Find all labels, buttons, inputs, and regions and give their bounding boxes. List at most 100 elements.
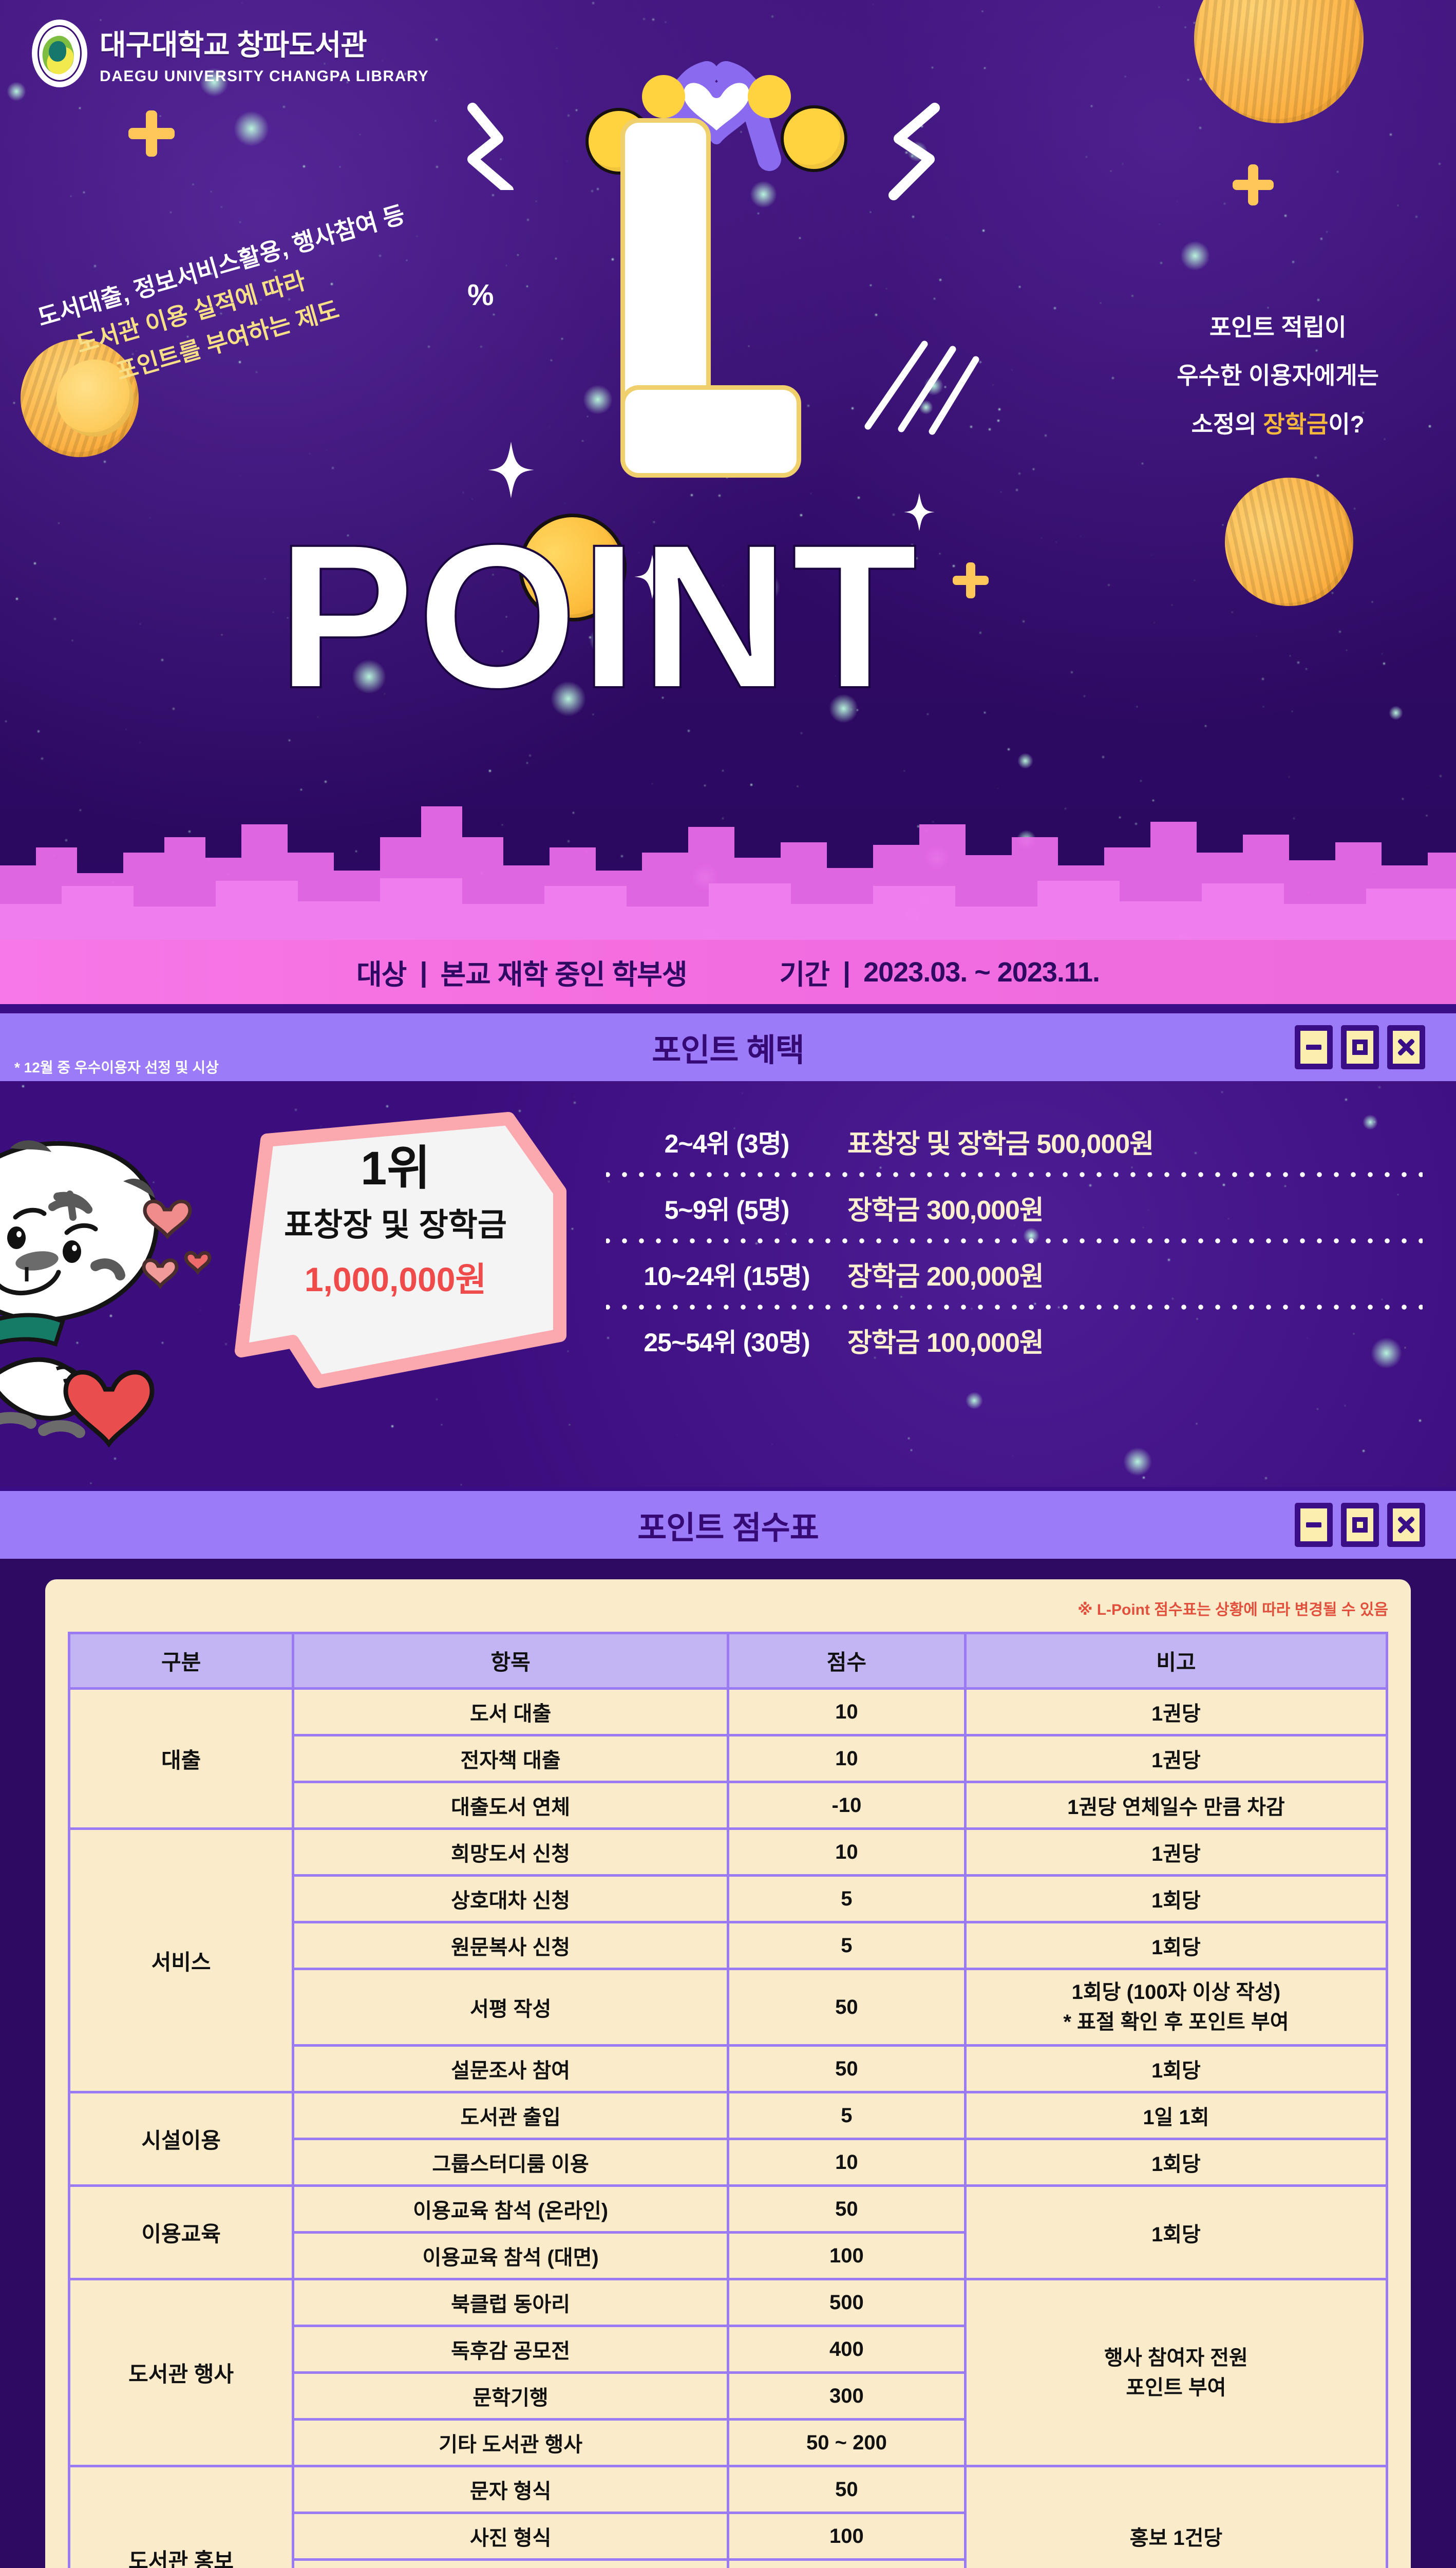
benefits-section: 1위 표창장 및 장학금 1,000,000원 2~4위 (3명) 표창장 및 장… (0, 1081, 1456, 1487)
score-table-body: 대출 도서 대출 10 1권당 전자책 대출 10 1권당 대출도서 연체 -10 1권당 연체일… (69, 1689, 1387, 2568)
score-card: ※ L-Point 점수표는 상황에 따라 변경될 수 있음 구분 항목 점수 비고 … (45, 1579, 1411, 2568)
score-value-cell: 50 (728, 1969, 965, 2046)
score-item-cell: 도서관 출입 (293, 2092, 728, 2139)
scholarship-highlight: 장학금 (1263, 411, 1328, 438)
rank-row: 2~4위 (3명) 표창장 및 장학금 500,000원 (606, 1117, 1428, 1166)
score-value-cell: -10 (728, 1782, 965, 1829)
square-icon (1352, 1517, 1368, 1533)
score-item-cell: 희망도서 신청 (293, 1829, 728, 1876)
score-table-row: 대출 도서 대출 10 1권당 (69, 1689, 1387, 1735)
minus-icon (1306, 1045, 1321, 1050)
percent-decor: % (467, 277, 503, 313)
score-remark-cell-merged: 행사 참여자 전원 포인트 부여 (965, 2279, 1387, 2466)
score-table-row: 도서관 홍보 문자 형식 50 홍보 1건당 (69, 2466, 1387, 2513)
hero-section: 대구대학교 창파도서관 DAEGU UNIVERSITY CHANGPA LIB… (0, 0, 1456, 940)
first-place-amount: 1,000,000원 (241, 1252, 550, 1301)
x-icon (1397, 1516, 1415, 1534)
coin-decor-right (1208, 461, 1370, 622)
benefits-maximize-button[interactable] (1341, 1025, 1379, 1069)
rank-reward: 표창장 및 장학금 500,000원 (847, 1122, 1428, 1161)
right-line-2: 우수한 이용자에게는 (1177, 351, 1379, 400)
right-line-3-pre: 소정의 (1192, 411, 1263, 438)
library-name-en: DAEGU UNIVERSITY CHANGPA LIBRARY (100, 68, 429, 85)
first-place-prize: 표창장 및 장학금 (241, 1206, 550, 1245)
score-maximize-button[interactable] (1341, 1503, 1379, 1547)
score-value-cell: 5 (728, 1922, 965, 1969)
score-item-cell: 전자책 대출 (293, 1735, 728, 1782)
score-remark-cell: 1권당 연체일수 만큼 차감 (965, 1782, 1387, 1829)
speed-lines-decor (853, 329, 986, 442)
rank-reward: 장학금 300,000원 (847, 1188, 1428, 1227)
target-info: 대상 | 본교 재학 중인 학부생 (356, 952, 687, 992)
first-place-rank: 1위 (241, 1143, 550, 1195)
poster-root: 대구대학교 창파도서관 DAEGU UNIVERSITY CHANGPA LIB… (0, 0, 1456, 2568)
plus-decor-center (953, 562, 989, 598)
right-line-3-post: 이? (1328, 411, 1364, 438)
score-value-cell: 500 (728, 2279, 965, 2326)
score-column-header: 비고 (965, 1633, 1387, 1689)
rank-position: 25~54위 (30명) (606, 1322, 847, 1359)
rank-list: 2~4위 (3명) 표창장 및 장학금 500,000원 5~9위 (5명) 장학금 … (606, 1117, 1428, 1365)
university-seal-icon (32, 20, 87, 87)
score-item-cell: 독후감 공모전 (293, 2326, 728, 2373)
score-value-cell: 100 (728, 2233, 965, 2279)
score-item-cell: 대출도서 연체 (293, 1782, 728, 1829)
score-table-row: 서비스 희망도서 신청 10 1권당 (69, 1829, 1387, 1876)
score-value-cell: 50 (728, 2466, 965, 2513)
benefits-section-header: * 12월 중 우수이용자 선정 및 시상 포인트 혜택 (0, 1009, 1456, 1081)
score-remark-cell: 1일 1회 (965, 2092, 1387, 2139)
rank-position: 10~24위 (15명) (606, 1256, 847, 1293)
score-column-header: 항목 (293, 1633, 728, 1689)
rank-position: 2~4위 (3명) (606, 1123, 847, 1160)
benefits-minimize-button[interactable] (1295, 1025, 1333, 1069)
svg-text:%: % (467, 278, 494, 312)
score-item-cell: 도서 대출 (293, 1689, 728, 1735)
right-line-3: 소정의 장학금이? (1177, 400, 1379, 448)
score-value-cell: 10 (728, 1735, 965, 1782)
sparkle-decor-a (488, 442, 534, 498)
period-info: 기간 | 2023.03. ~ 2023.11. (780, 952, 1100, 992)
rank-row: 25~54위 (30명) 장학금 100,000원 (606, 1316, 1428, 1365)
rank-reward: 장학금 200,000원 (847, 1255, 1428, 1293)
score-minimize-button[interactable] (1295, 1503, 1333, 1547)
score-value-cell: 300 (728, 2560, 965, 2568)
x-icon (1397, 1038, 1415, 1056)
info-bar: 대상 | 본교 재학 중인 학부생 기간 | 2023.03. ~ 2023.1… (0, 940, 1456, 1009)
score-remark-cell: 1회당 (965, 2046, 1387, 2092)
score-item-cell: 기타 도서관 행사 (293, 2420, 728, 2466)
score-item-cell: 설문조사 참여 (293, 2046, 728, 2092)
mountain-silhouette (0, 776, 1456, 940)
period-value: 2023.03. ~ 2023.11. (863, 956, 1100, 988)
score-table: 구분 항목 점수 비고 대출 도서 대출 10 1권당 전자책 대출 10 1권당 대출도서 연체 -… (68, 1632, 1388, 2568)
zigzag-decor-left (462, 98, 565, 190)
score-item-cell: 북클럽 동아리 (293, 2279, 728, 2326)
score-value-cell: 50 (728, 2186, 965, 2233)
score-value-cell: 10 (728, 1689, 965, 1735)
rank-row: 10~24위 (15명) 장학금 200,000원 (606, 1250, 1428, 1298)
score-item-cell: 문학기행 (293, 2373, 728, 2420)
score-item-cell: 그룹스터디룸 이용 (293, 2139, 728, 2186)
score-item-cell: 동영상 형식 (293, 2560, 728, 2568)
square-icon (1352, 1040, 1368, 1055)
score-value-cell: 50 ~ 200 (728, 2420, 965, 2466)
score-close-button[interactable] (1387, 1503, 1425, 1547)
hero-intro-copy: 도서대출, 정보서비스활용, 행사참여 등 도서관 이용 실적에 따라 포인트를… (33, 196, 429, 407)
score-remark-cell: 1회당 (100자 이상 작성) * 표절 확인 후 포인트 부여 (965, 1969, 1387, 2046)
letter-l-glyph (620, 118, 801, 478)
score-remark-cell: 1권당 (965, 1829, 1387, 1876)
benefits-close-button[interactable] (1387, 1025, 1425, 1069)
score-table-head: 구분 항목 점수 비고 (69, 1633, 1387, 1689)
benefits-title: 포인트 혜택 (652, 1024, 804, 1070)
minus-icon (1306, 1522, 1321, 1527)
score-item-cell: 원문복사 신청 (293, 1922, 728, 1969)
score-table-row: 이용교육 이용교육 참석 (온라인) 50 1회당 (69, 2186, 1387, 2233)
score-section-header: 포인트 점수표 (0, 1487, 1456, 1559)
score-remark-cell-merged: 1회당 (965, 2186, 1387, 2279)
score-category-cell: 이용교육 (69, 2186, 293, 2279)
score-value-cell: 50 (728, 2046, 965, 2092)
rank-divider (606, 1237, 1423, 1244)
rank-row: 5~9위 (5명) 장학금 300,000원 (606, 1183, 1428, 1232)
score-item-cell: 문자 형식 (293, 2466, 728, 2513)
point-wordmark: POINT (277, 524, 920, 709)
benefits-window-controls (1295, 1025, 1425, 1069)
